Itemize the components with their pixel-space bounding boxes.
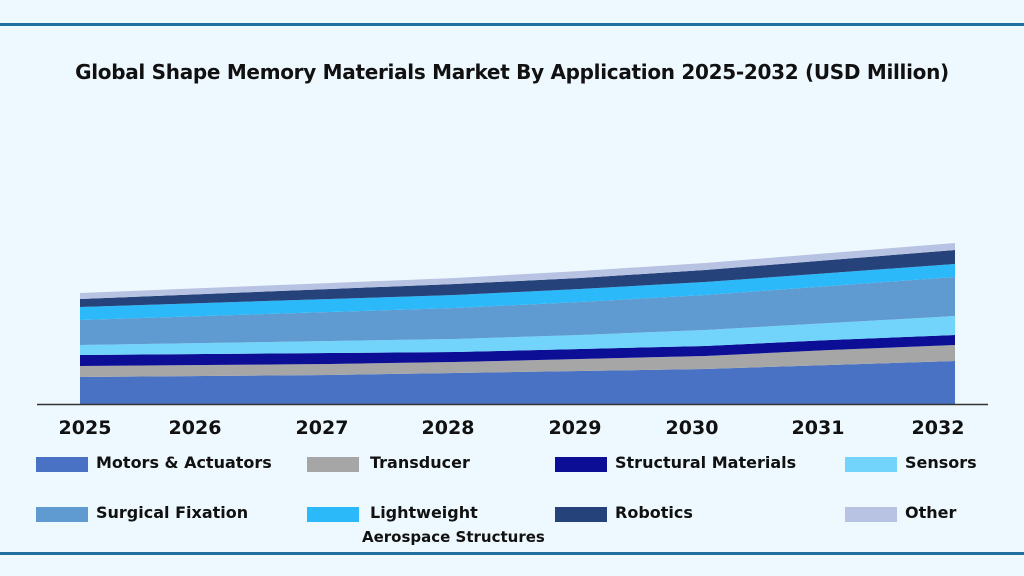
x-tick-label: 2029 (549, 417, 602, 439)
area-robotics (80, 250, 955, 307)
legend-swatch (845, 457, 897, 472)
area-other (80, 243, 955, 299)
legend-label: Other (905, 503, 957, 522)
legend-label: Structural Materials (615, 453, 797, 472)
x-tick-label: 2028 (422, 417, 475, 439)
legend-swatch (36, 507, 88, 522)
x-tick-label: 2027 (296, 417, 349, 439)
legend-swatch (845, 507, 897, 522)
x-tick-label: 2032 (912, 417, 965, 439)
chart-title: Global Shape Memory Materials Market By … (75, 60, 949, 84)
legend-swatch (307, 457, 359, 472)
x-tick-label: 2030 (666, 417, 719, 439)
legend-swatch (36, 457, 88, 472)
legend-label: Motors & Actuators (96, 453, 272, 472)
top-rule (0, 23, 1024, 26)
area-transducer (80, 345, 955, 377)
area-motors-actuators (80, 361, 955, 404)
legend-label: Surgical Fixation (96, 503, 249, 522)
legend-label-line2: Aerospace Structures (362, 528, 545, 546)
x-tick-label: 2025 (59, 417, 112, 439)
legend-label: Lightweight (370, 503, 478, 522)
legend-label: Transducer (370, 453, 470, 472)
x-tick-label: 2031 (792, 417, 845, 439)
legend-label: Robotics (615, 503, 693, 522)
bottom-rule (0, 552, 1024, 555)
x-tick-label: 2026 (169, 417, 222, 439)
legend-swatch (555, 457, 607, 472)
legend-swatch (555, 507, 607, 522)
legend-swatch (307, 507, 359, 522)
legend-label: Sensors (905, 453, 977, 472)
area-sensors (80, 316, 955, 355)
area-surgical-fixation (80, 277, 955, 345)
